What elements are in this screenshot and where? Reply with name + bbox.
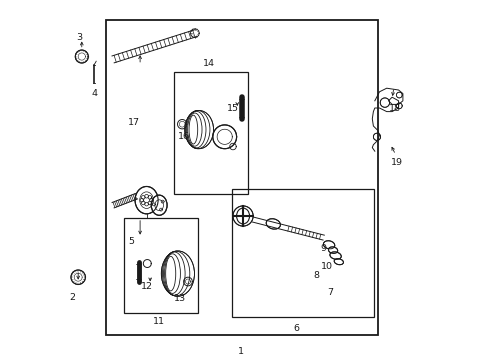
Bar xyxy=(106,20,377,335)
Text: 5: 5 xyxy=(128,237,134,246)
Bar xyxy=(123,218,197,313)
Ellipse shape xyxy=(329,252,341,259)
Polygon shape xyxy=(112,194,137,208)
Text: 1: 1 xyxy=(238,346,244,356)
Polygon shape xyxy=(396,92,401,98)
Ellipse shape xyxy=(163,252,185,295)
Bar xyxy=(231,189,373,317)
Ellipse shape xyxy=(184,111,213,149)
Text: 11: 11 xyxy=(153,317,165,325)
Ellipse shape xyxy=(323,241,334,249)
Text: 8: 8 xyxy=(313,271,319,280)
Polygon shape xyxy=(112,30,197,63)
Text: 18: 18 xyxy=(388,104,400,112)
Ellipse shape xyxy=(186,111,205,148)
Ellipse shape xyxy=(328,247,337,253)
Ellipse shape xyxy=(161,251,194,296)
Polygon shape xyxy=(396,103,401,109)
Text: 3: 3 xyxy=(76,33,82,42)
Ellipse shape xyxy=(135,186,158,214)
Text: 13: 13 xyxy=(173,294,185,303)
Ellipse shape xyxy=(185,111,209,149)
Text: 7: 7 xyxy=(326,288,332,297)
Text: 14: 14 xyxy=(202,58,214,68)
Ellipse shape xyxy=(165,256,175,291)
Polygon shape xyxy=(252,217,324,240)
Text: 2: 2 xyxy=(69,292,75,302)
Ellipse shape xyxy=(333,259,343,265)
Polygon shape xyxy=(371,88,402,151)
Polygon shape xyxy=(380,98,389,107)
Text: 17: 17 xyxy=(127,118,140,127)
Polygon shape xyxy=(71,270,85,284)
Text: 15: 15 xyxy=(226,104,239,112)
Text: 9: 9 xyxy=(319,244,325,253)
Text: 4: 4 xyxy=(91,89,97,98)
Text: 6: 6 xyxy=(293,324,299,333)
Polygon shape xyxy=(232,206,253,226)
Text: 12: 12 xyxy=(140,282,152,291)
Ellipse shape xyxy=(187,113,202,146)
Ellipse shape xyxy=(265,219,280,229)
Bar xyxy=(174,72,247,194)
Ellipse shape xyxy=(164,254,180,293)
Ellipse shape xyxy=(236,208,249,224)
Polygon shape xyxy=(373,133,380,140)
Text: 10: 10 xyxy=(320,262,332,271)
Ellipse shape xyxy=(151,195,167,215)
Polygon shape xyxy=(212,125,236,149)
Text: 19: 19 xyxy=(390,158,402,167)
Ellipse shape xyxy=(189,115,197,144)
Polygon shape xyxy=(75,50,88,63)
Text: 16: 16 xyxy=(178,132,190,141)
Ellipse shape xyxy=(162,251,189,296)
